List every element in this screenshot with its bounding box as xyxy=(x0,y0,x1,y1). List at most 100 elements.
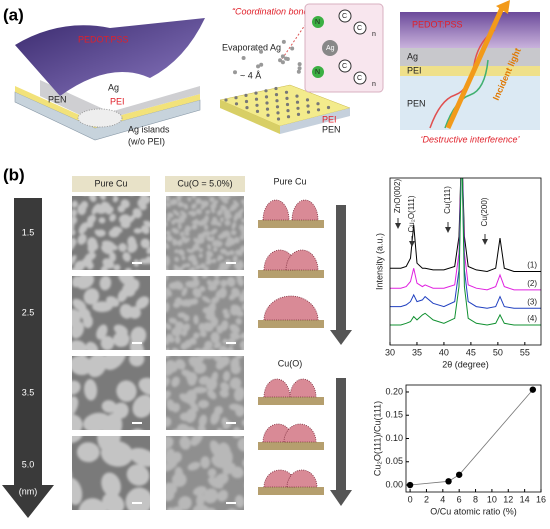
interference-illustration xyxy=(400,0,540,130)
grain xyxy=(199,263,206,269)
sem-image xyxy=(43,265,150,355)
grain xyxy=(189,400,199,412)
grain xyxy=(53,265,70,280)
substrate xyxy=(258,320,324,328)
grain xyxy=(194,348,203,350)
grain xyxy=(187,196,192,202)
grain xyxy=(150,393,161,405)
grain xyxy=(178,249,185,256)
ag-atom xyxy=(286,109,290,113)
grain xyxy=(118,243,127,252)
point xyxy=(529,386,537,393)
grain xyxy=(72,436,84,444)
grain xyxy=(235,356,244,359)
grains xyxy=(53,193,150,270)
scale-bar xyxy=(226,502,236,504)
plot-frame xyxy=(405,384,542,493)
grain xyxy=(146,246,150,255)
grain xyxy=(166,460,178,472)
layer-label: Ag xyxy=(108,82,119,92)
grain xyxy=(206,377,218,391)
grain xyxy=(120,220,131,229)
grain xyxy=(112,196,119,203)
grain xyxy=(185,408,197,423)
grains xyxy=(150,356,244,430)
x-axis-label: 2θ (degree) xyxy=(442,359,489,369)
grain xyxy=(55,204,66,213)
grain xyxy=(152,415,160,425)
scale-bar xyxy=(132,502,142,504)
grain xyxy=(151,345,160,356)
grain xyxy=(117,205,126,213)
thickness-label: 5.0 xyxy=(22,459,35,469)
panel-label: (b) xyxy=(3,165,25,184)
point xyxy=(445,478,452,485)
sem-image xyxy=(53,193,150,270)
grain xyxy=(50,312,69,327)
grain xyxy=(198,248,204,253)
thickness-label: 3.5 xyxy=(22,387,35,397)
ag-atom xyxy=(275,105,280,109)
ag-atom xyxy=(286,115,291,119)
atom: n xyxy=(372,31,376,38)
grain xyxy=(229,377,242,390)
grain xyxy=(210,228,218,235)
ag-atom xyxy=(234,102,239,106)
substrate xyxy=(258,397,324,405)
grain xyxy=(140,238,150,249)
ag-atom xyxy=(285,96,289,100)
grain xyxy=(226,276,236,287)
grain xyxy=(72,321,84,339)
grain xyxy=(160,211,166,217)
grain xyxy=(157,303,167,313)
grain xyxy=(193,314,199,325)
grain xyxy=(227,346,234,350)
x-tick-label: 14 xyxy=(520,494,530,504)
grain xyxy=(102,413,123,430)
grain xyxy=(216,325,224,334)
grain xyxy=(204,230,211,236)
grain xyxy=(219,248,228,255)
grain xyxy=(102,492,125,510)
grain xyxy=(87,263,94,270)
growth-arrow xyxy=(330,378,352,506)
grain xyxy=(53,231,69,246)
grain xyxy=(177,201,184,208)
grain xyxy=(108,228,120,238)
grain xyxy=(72,209,78,217)
ag-atom xyxy=(254,97,259,101)
x-tick-label: 35 xyxy=(412,347,422,357)
y-axis-label: Cu₂O(111)/Cu(111) xyxy=(372,401,382,476)
ag-atom xyxy=(295,94,299,98)
grain xyxy=(199,285,206,292)
grain xyxy=(126,464,150,486)
grain xyxy=(101,472,121,498)
grains xyxy=(166,436,244,510)
grain xyxy=(190,436,203,446)
grain xyxy=(133,228,142,234)
layer-label: PEI xyxy=(322,114,337,124)
grain xyxy=(166,221,168,228)
grain xyxy=(166,436,174,450)
grain xyxy=(191,224,198,230)
grain xyxy=(168,317,178,324)
x-tick-label: 16 xyxy=(536,494,546,504)
grain xyxy=(55,341,69,355)
layer-label: PEN xyxy=(48,94,67,104)
grain xyxy=(151,291,159,300)
grain xyxy=(58,255,69,265)
grain xyxy=(213,341,222,349)
grain xyxy=(220,382,230,392)
grain xyxy=(45,290,60,309)
grain xyxy=(156,338,163,345)
grain xyxy=(218,345,229,350)
grain xyxy=(212,278,220,287)
grain xyxy=(43,268,63,288)
grain xyxy=(57,193,69,205)
ag-atom xyxy=(244,99,249,104)
peak-label: Cu(111) xyxy=(443,186,452,214)
grain xyxy=(171,376,180,388)
ag-atom xyxy=(297,66,302,71)
scale-bar xyxy=(132,342,142,344)
grain xyxy=(179,436,191,450)
